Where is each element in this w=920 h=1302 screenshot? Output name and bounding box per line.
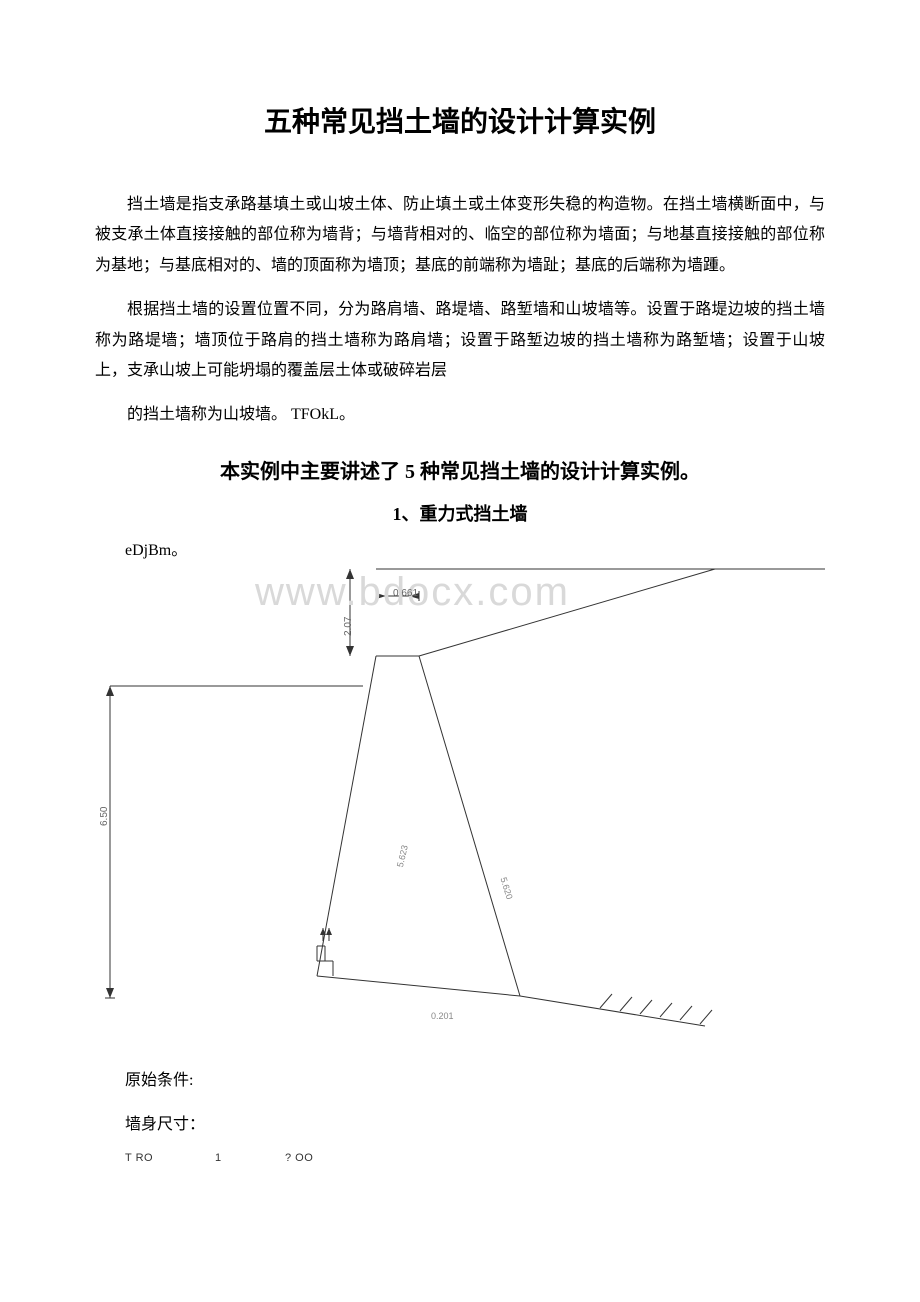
dim-label-base: 0.201 <box>431 1011 454 1021</box>
wall-base <box>317 976 520 996</box>
gravity-wall-diagram: www.bdocx.com <box>95 566 825 1046</box>
dim-label-height: 6.50 <box>99 806 110 825</box>
wall-back-face <box>419 656 520 996</box>
foundation-slope <box>520 996 705 1026</box>
diagram-svg <box>95 566 825 1046</box>
reference-code: eDjBm。 <box>125 536 825 560</box>
paragraph-3: 的挡土墙称为山坡墙。 TFOkL。 <box>95 400 825 430</box>
paragraph-2: 根据挡土墙的设置位置不同，分为路肩墙、路堤墙、路堑墙和山坡墙等。设置于路堤边坡的… <box>95 295 825 386</box>
initial-conditions-label: 原始条件: <box>125 1066 825 1090</box>
hatch-3 <box>640 1000 652 1014</box>
footer-cell-1: T RO <box>125 1152 155 1164</box>
dim-left-arrow-bot <box>106 988 114 998</box>
dim-left-arrow-top <box>106 686 114 696</box>
hatch-5 <box>680 1006 692 1020</box>
wall-front-face <box>317 656 376 976</box>
slope-line <box>419 569 825 656</box>
dim-topv-arr2 <box>346 646 354 656</box>
paragraph-1: 挡土墙是指支承路基填土或山坡土体、防止填土或土体变形失稳的构造物。在挡土墙横断面… <box>95 190 825 281</box>
dim-toph-a1 <box>376 593 386 599</box>
footer-cell-2: 1 <box>215 1152 225 1164</box>
page-title: 五种常见挡土墙的设计计算实例 <box>95 100 825 140</box>
hatch-1 <box>600 994 612 1008</box>
backfill-slope <box>419 569 715 656</box>
footer-cell-3: ? OO <box>285 1152 325 1164</box>
wall-dims-label: 墙身尺寸： <box>125 1110 825 1134</box>
dim-topv-arr1 <box>346 569 354 579</box>
footer-small-row: T RO 1 ? OO <box>125 1152 825 1164</box>
wall-top-front-edge <box>363 656 376 686</box>
hatch-2 <box>620 997 632 1011</box>
dim-label-top-height: 2.07 <box>343 616 354 635</box>
subheading-examples: 本实例中主要讲述了 5 种常见挡土墙的设计计算实例。 <box>95 455 825 484</box>
toe-marker-a2 <box>326 928 332 935</box>
hatch-6 <box>700 1010 712 1024</box>
dim-label-top-width: 0 661 <box>393 588 418 599</box>
subheading-type-1: 1、重力式挡土墙 <box>95 500 825 526</box>
document-page: 五种常见挡土墙的设计计算实例 挡土墙是指支承路基填土或山坡土体、防止填土或土体变… <box>0 0 920 1204</box>
hatch-4 <box>660 1003 672 1017</box>
